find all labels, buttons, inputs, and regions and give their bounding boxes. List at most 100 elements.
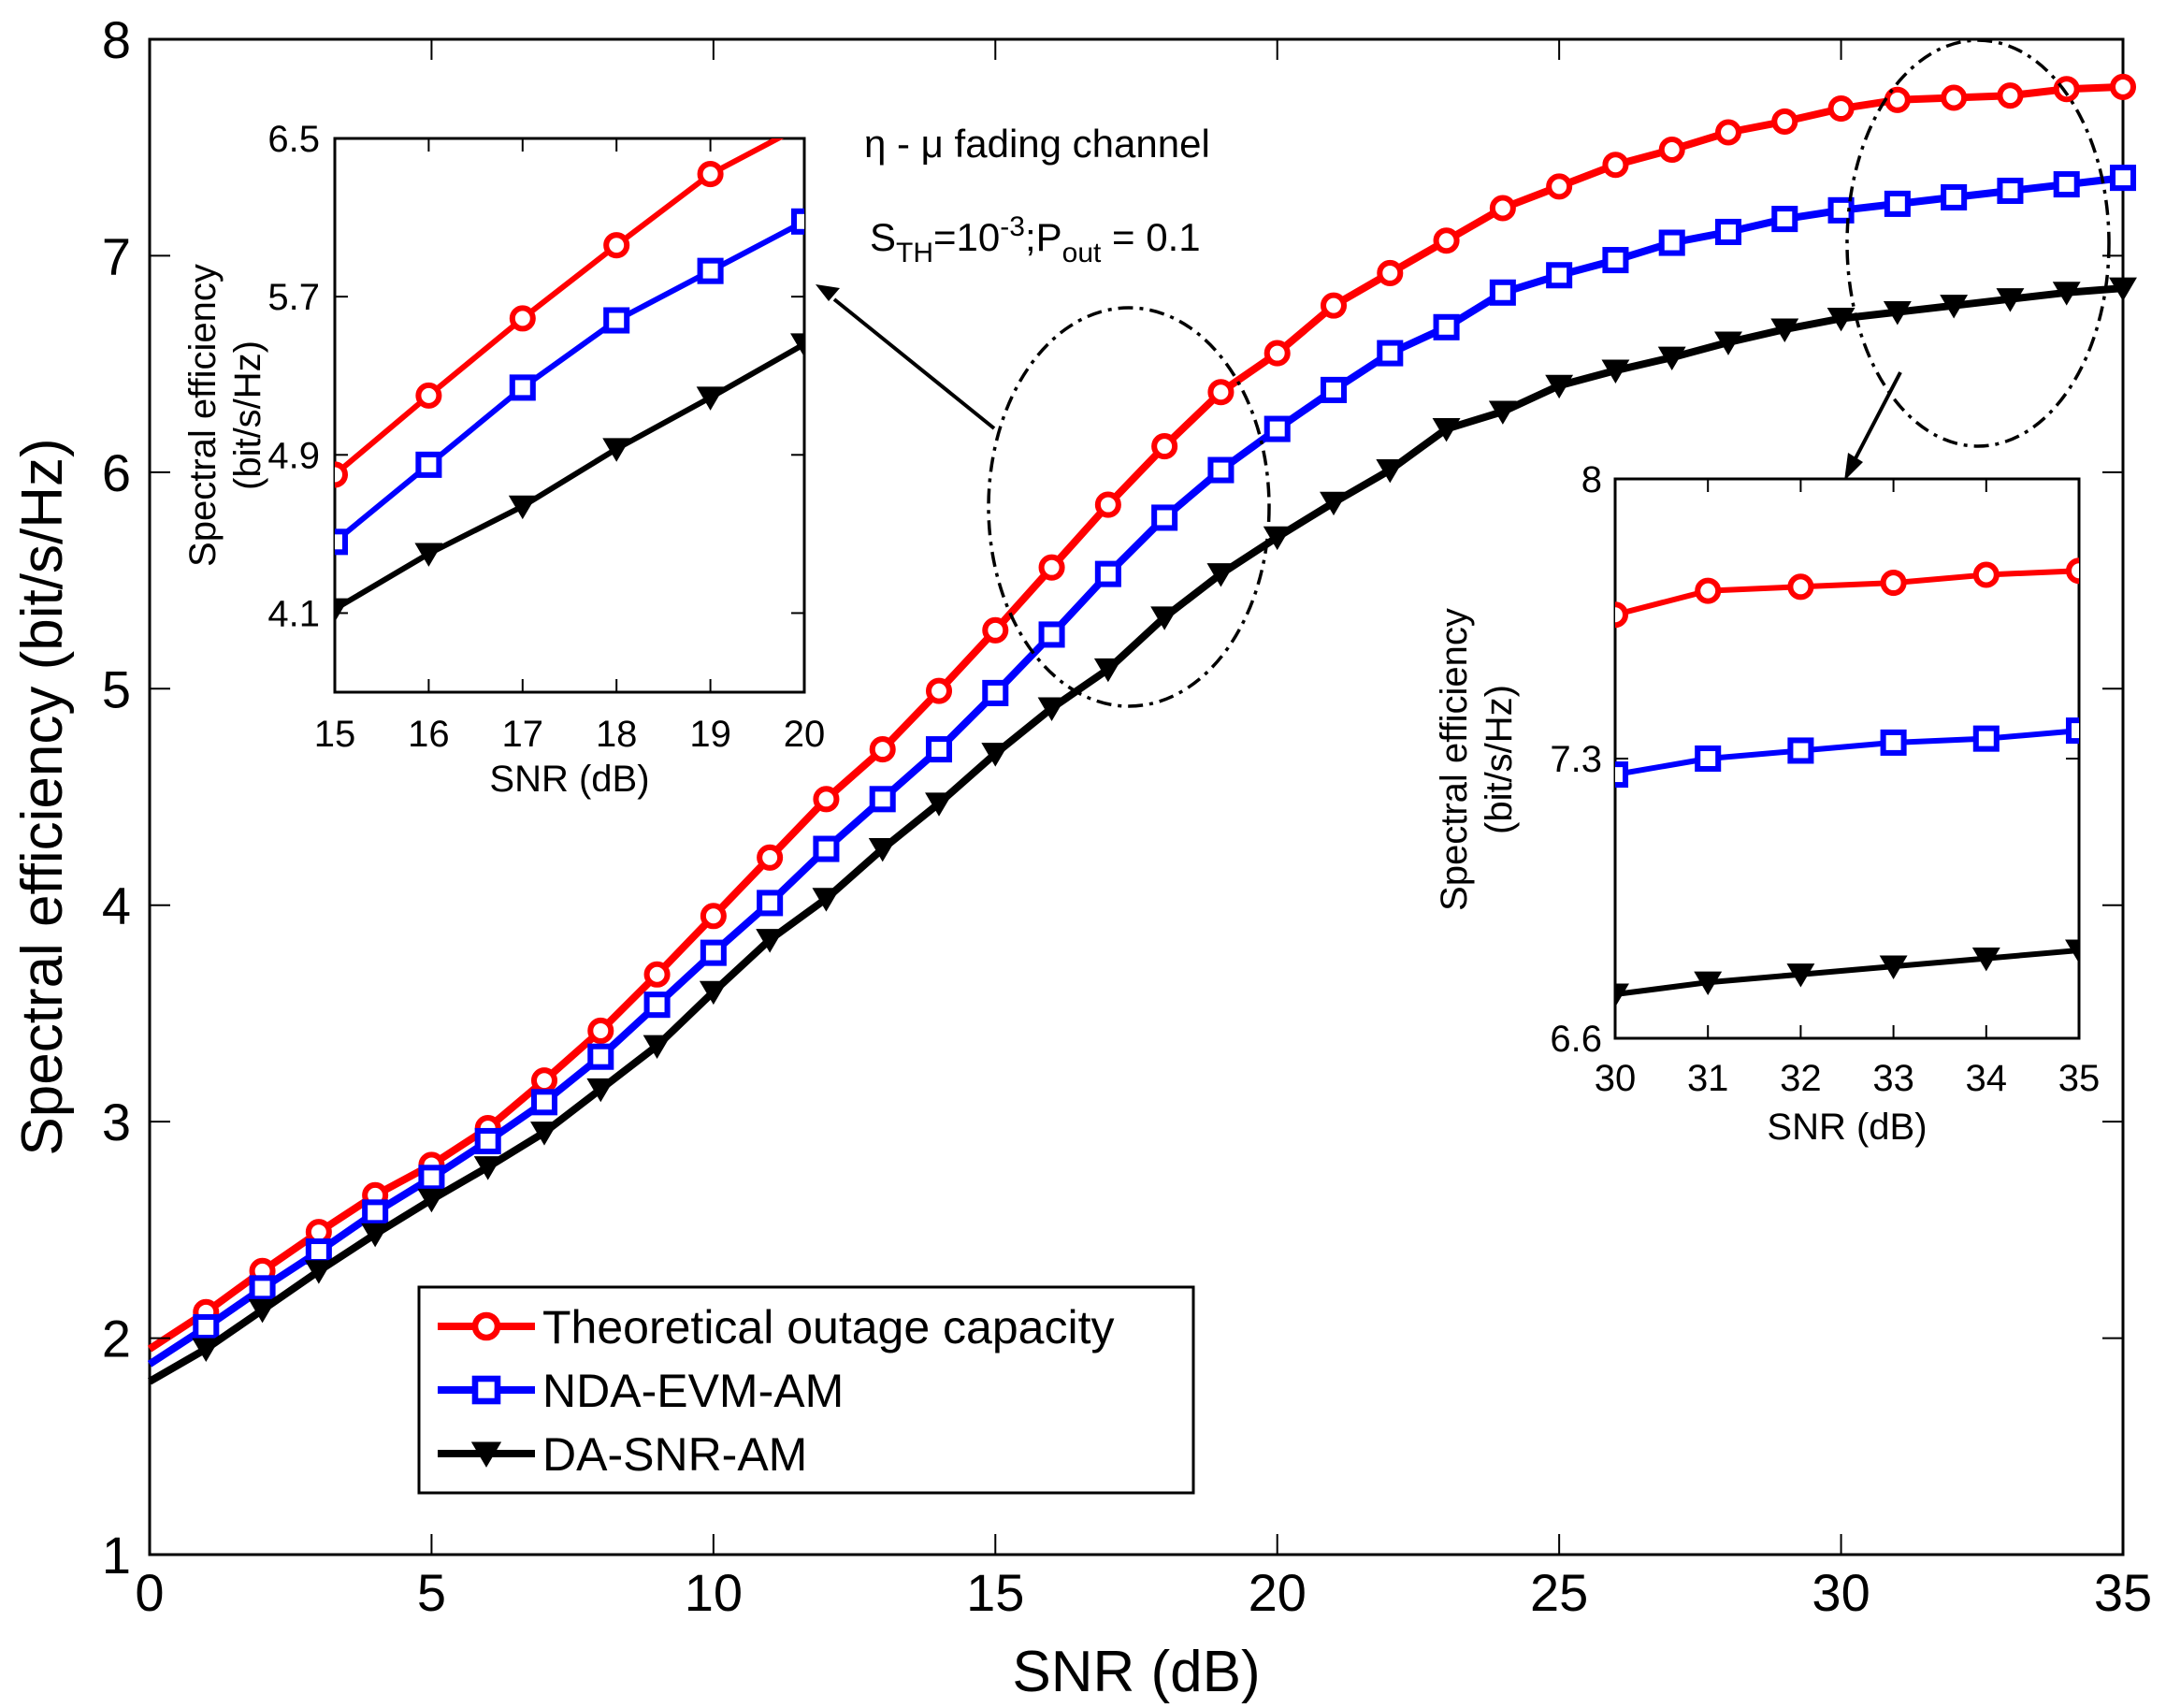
threshold-sub: TH: [896, 238, 933, 268]
main-point-0-8: [587, 1017, 614, 1044]
inset-right-x-tick-label-1: 31: [1687, 1058, 1729, 1099]
main-point-1-25: [1546, 262, 1573, 289]
main-point-2-14: [925, 792, 953, 817]
main-point-2-31: [1883, 301, 1912, 326]
main-point-1-27: [1658, 229, 1685, 256]
main-point-0-11: [757, 844, 784, 871]
main-point-0-7: [530, 1067, 558, 1094]
main-point-0-16: [1038, 554, 1065, 581]
main-y-tick-label-3: 4: [102, 876, 131, 935]
inset-right-point-1-2: [1787, 737, 1814, 764]
main-point-1-23: [1433, 313, 1460, 340]
main-point-1-1: [193, 1313, 220, 1341]
inset-left-point-2-5: [790, 333, 804, 357]
channel-symbols: η - μ: [864, 122, 944, 166]
main-point-1-2: [249, 1275, 276, 1302]
main-point-2-33: [1996, 288, 2025, 312]
inset-left-point-2-4: [696, 386, 725, 411]
inset-left-ticks: 15 16 17 18 19 20 4.1 4.9 5.7 6.5: [267, 119, 825, 755]
main-point-2-2: [248, 1298, 277, 1324]
inset-left-y-label-line2: (bit/s/Hz): [227, 340, 268, 490]
inset-right-point-0-4: [1972, 561, 2000, 588]
inset-left-point-1-4: [697, 257, 724, 284]
main-x-tick-label-2: 10: [685, 1563, 743, 1622]
legend-marker-2: [470, 1441, 502, 1468]
main-point-0-13: [869, 736, 896, 763]
inset-left-y-tick-label-2: 5.7: [267, 277, 320, 318]
main-point-0-9: [643, 961, 671, 988]
inset-left-y-tick-label-1: 4.9: [267, 435, 320, 476]
main-x-tick-label-5: 25: [1530, 1563, 1588, 1622]
inset-right-point-2-1: [1694, 971, 1723, 996]
main-point-2-25: [1545, 374, 1574, 399]
main-series-line-2: [148, 284, 2124, 1385]
main-point-2-19: [1206, 563, 1235, 587]
inset-left-y-tick-label-0: 4.1: [267, 593, 320, 634]
main-point-1-4: [362, 1199, 389, 1226]
inset-right-x-axis-label: SNR (dB): [1767, 1107, 1927, 1148]
main-point-1-5: [418, 1165, 445, 1192]
main-x-tick-label-3: 15: [966, 1563, 1024, 1622]
inset-left-x-tick-label-4: 19: [689, 714, 731, 755]
inset-right-point-1-5: [2065, 717, 2079, 745]
main-point-1-32: [1941, 183, 1968, 210]
main-point-1-22: [1377, 340, 1404, 367]
main-point-0-27: [1658, 137, 1685, 164]
inset-right-point-0-2: [1787, 573, 1814, 601]
main-point-0-10: [700, 903, 727, 930]
channel-annotation: η - μ fading channel STH=10-3;Pout = 0.1: [864, 122, 1210, 268]
legend-marker-1: [471, 1375, 501, 1405]
main-point-1-34: [2053, 171, 2080, 198]
main-x-tick-label-0: 0: [135, 1563, 164, 1622]
inset-left-series-line-2: [335, 341, 804, 612]
inset-left-point-1-2: [509, 374, 536, 401]
main-point-1-18: [1151, 504, 1178, 531]
inset-right-series-layer: [1615, 557, 2079, 1007]
inset-right-point-2-4: [1971, 948, 2000, 972]
zoom-annotations: [816, 38, 2111, 708]
main-point-1-10: [700, 939, 727, 966]
inset-right-series-line-1: [1615, 728, 2079, 778]
main-point-1-8: [587, 1043, 614, 1070]
inset-right-y-tick-label-2: 8: [1581, 459, 1602, 500]
inset-left-point-1-5: [790, 208, 804, 235]
inset-right-y-label-line2: (bit/s/Hz): [1479, 685, 1520, 834]
arrow-head-left: [816, 284, 840, 301]
main-point-2-16: [1037, 697, 1066, 721]
legend-entries: Theoretical outage capacity NDA-EVM-AM DA-…: [438, 1301, 1114, 1481]
main-point-0-25: [1546, 173, 1573, 200]
main-point-2-35: [2109, 277, 2137, 301]
inset-left-y-axis-label: Spectral efficiency (bit/s/Hz): [182, 264, 268, 567]
inset-right-y-tick-label-0: 6.6: [1550, 1019, 1602, 1060]
inset-left-plot-area: [333, 137, 806, 694]
inset-chart-left: 15 16 17 18 19 20 4.1 4.9 5.7 6.5 SNR (dB) Spectr…: [182, 119, 825, 800]
inset-right-ticks: 30 31 32 33 34 35 6.6 7.3 8: [1550, 459, 2100, 1099]
main-point-2-7: [530, 1122, 558, 1146]
arrow-head-right: [1844, 453, 1863, 481]
main-point-0-18: [1151, 433, 1178, 460]
main-point-1-30: [1827, 196, 1855, 224]
main-point-0-29: [1771, 108, 1798, 135]
inset-chart-right: 30 31 32 33 34 35 6.6 7.3 8 SNR (dB) Spectral ef…: [1434, 459, 2100, 1148]
main-point-2-3: [304, 1260, 333, 1284]
main-point-0-32: [1941, 84, 1968, 111]
main-point-1-11: [757, 890, 784, 917]
main-point-0-30: [1827, 95, 1855, 123]
main-point-0-34: [2053, 76, 2080, 103]
inset-left-point-1-0: [335, 528, 349, 556]
legend-box: [417, 1285, 1195, 1495]
main-point-2-28: [1714, 331, 1742, 355]
inset-left-x-tick-label-5: 20: [784, 714, 826, 755]
inset-left-point-2-2: [508, 495, 537, 520]
outage-value: = 0.1: [1101, 215, 1200, 259]
inset-left-point-2-3: [602, 438, 631, 462]
inset-right-point-2-3: [1879, 955, 1908, 979]
inset-left-point-0-0: [335, 461, 349, 488]
main-point-0-22: [1377, 259, 1404, 286]
inset-right-point-0-0: [1615, 601, 1629, 629]
inset-left-series-layer: [335, 138, 804, 623]
inset-left-x-axis-label: SNR (dB): [489, 759, 649, 800]
inset-right-series-line-0: [1615, 568, 2079, 618]
main-x-tick-label-6: 30: [1812, 1563, 1870, 1622]
